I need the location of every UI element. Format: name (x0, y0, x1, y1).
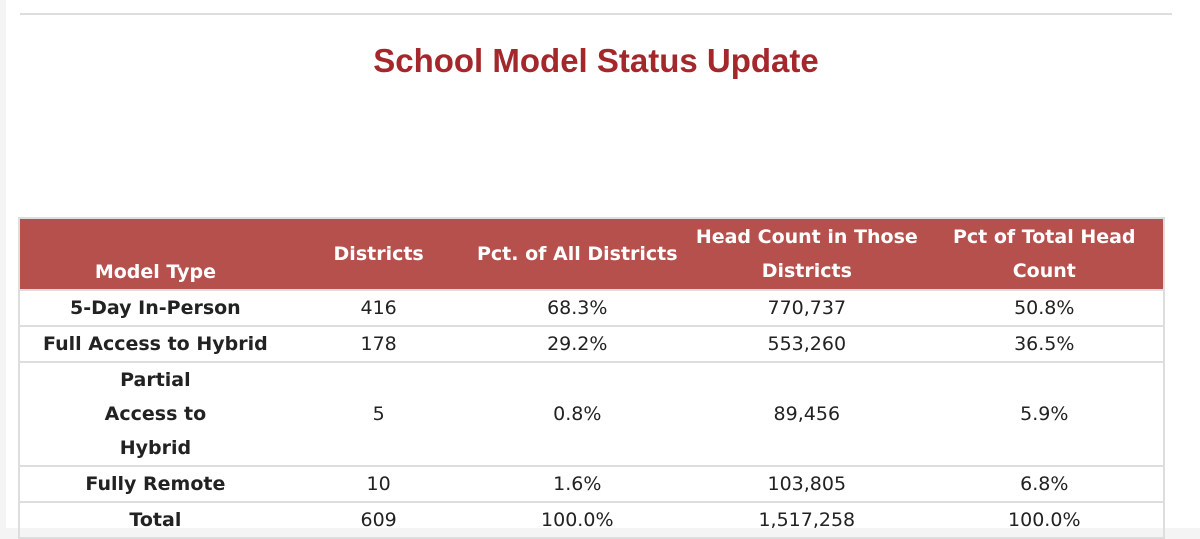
table-cell: 89,456 (688, 361, 926, 466)
table-cell: 100.0% (925, 501, 1164, 538)
table-cell: 5.9% (925, 361, 1164, 466)
header-pct-districts: Pct. of All Districts (466, 218, 689, 290)
table-cell: 1.6% (466, 465, 689, 502)
table-cell: 68.3% (466, 289, 689, 326)
header-pct-head-count: Pct of Total Head Count (925, 218, 1164, 290)
divider (20, 13, 1172, 15)
table-row: Full Access to Hybrid 178 29.2% 553,260 36.5… (19, 325, 1164, 362)
table-cell: 416 (290, 289, 467, 326)
table-cell: 100.0% (466, 501, 689, 538)
table-row: 5-Day In-Person 416 68.3% 770,737 50.8% (19, 289, 1164, 326)
table-cell: 50.8% (925, 289, 1164, 326)
row-label: Partial Access to Hybrid (19, 361, 291, 466)
table-cell: 29.2% (466, 325, 689, 362)
page-title: School Model Status Update (373, 42, 819, 79)
status-table: Model Type Districts Pct. of All Distric… (18, 217, 1165, 539)
table-cell: 1,517,258 (688, 501, 926, 538)
table-cell: 103,805 (688, 465, 926, 502)
table-cell: 10 (290, 465, 467, 502)
table-cell: 5 (290, 361, 467, 466)
table-cell: 553,260 (688, 325, 926, 362)
table-row: Total 609 100.0% 1,517,258 100.0% (19, 501, 1164, 538)
row-label: 5-Day In-Person (19, 289, 291, 326)
table-row: Partial Access to Hybrid 5 0.8% 89,456 5.9% (19, 361, 1164, 466)
header-row: Model Type Districts Pct. of All Distric… (19, 218, 1164, 290)
header-districts: Districts (290, 218, 467, 290)
row-label: Fully Remote (19, 465, 291, 502)
header-model-type: Model Type (19, 218, 291, 290)
table-cell: 178 (290, 325, 467, 362)
table-row: Fully Remote 10 1.6% 103,805 6.8% (19, 465, 1164, 502)
page: School Model Status Update Model Type Di… (6, 0, 1200, 539)
table-cell: 0.8% (466, 361, 689, 466)
row-label: Total (19, 501, 291, 538)
table-cell: 609 (290, 501, 467, 538)
table-cell: 770,737 (688, 289, 926, 326)
table-cell: 36.5% (925, 325, 1164, 362)
header-head-count: Head Count in Those Districts (688, 218, 926, 290)
table-cell: 6.8% (925, 465, 1164, 502)
row-label: Full Access to Hybrid (19, 325, 291, 362)
